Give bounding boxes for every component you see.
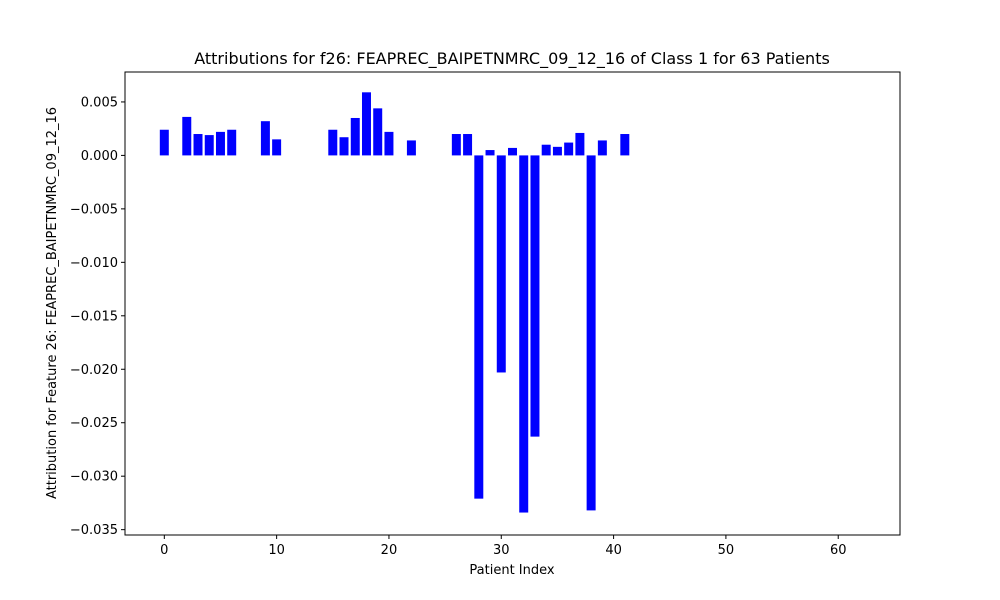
bar-patient-4	[204, 135, 214, 156]
bar-patient-3	[193, 134, 203, 156]
y-tick-label: −0.015	[70, 309, 118, 324]
x-tick-label: 30	[493, 543, 510, 558]
bar-patient-31	[508, 147, 517, 156]
bar-patient-38	[586, 155, 596, 511]
y-tick-label: −0.010	[70, 256, 118, 271]
bar-patient-32	[519, 155, 529, 513]
bar-patient-9	[260, 121, 270, 156]
x-tick-label: 10	[268, 543, 285, 558]
y-tick-label: −0.030	[70, 470, 118, 485]
bar-patient-19	[373, 108, 383, 156]
bar-patient-33	[530, 155, 540, 437]
bar-patient-16	[339, 137, 349, 156]
x-axis: 0 10 20 30 40 50 60	[160, 535, 846, 558]
bar-patient-29	[485, 150, 495, 156]
y-tick-label: −0.005	[70, 202, 118, 217]
bar-patient-39	[597, 140, 607, 156]
bar-patient-27	[463, 134, 473, 156]
bar-patient-36	[564, 142, 574, 156]
y-tick-label: −0.020	[70, 363, 118, 378]
bar-patient-28	[474, 155, 484, 499]
bar-patient-26	[451, 134, 461, 156]
y-tick-label: −0.025	[70, 416, 118, 431]
x-axis-label: Patient Index	[469, 563, 554, 578]
plot-frame	[124, 71, 901, 536]
bar-patient-41	[620, 134, 630, 156]
x-tick-label: 0	[160, 543, 168, 558]
bar-patient-6	[227, 129, 237, 156]
bar-patient-2	[182, 116, 192, 156]
bar-patient-5	[215, 131, 225, 156]
y-tick-label: −0.035	[70, 523, 118, 538]
x-tick-label: 50	[718, 543, 735, 558]
y-tick-label: 0.005	[81, 95, 118, 110]
bar-patient-15	[328, 129, 338, 156]
bars-group	[159, 92, 630, 513]
y-axis: 0.005 0.000 −0.005 −0.010 −0.015 −0.020 −0.025…	[70, 95, 125, 538]
bar-patient-20	[384, 131, 394, 156]
bar-patient-22	[406, 140, 416, 156]
x-tick-label: 40	[605, 543, 622, 558]
bar-patient-17	[350, 117, 360, 156]
x-tick-label: 60	[830, 543, 847, 558]
y-axis-label: Attribution for Feature 26: FEAPREC_BAIP…	[45, 107, 60, 499]
bar-patient-30	[496, 155, 506, 373]
y-tick-label: 0.000	[81, 149, 118, 164]
bar-patient-10	[272, 139, 282, 156]
x-tick-label: 20	[381, 543, 398, 558]
bar-patient-34	[541, 144, 551, 156]
bar-patient-18	[361, 92, 371, 156]
bar-patient-35	[552, 146, 562, 156]
bar-patient-0	[159, 129, 169, 156]
bar-patient-37	[575, 132, 585, 156]
chart-title: Attributions for f26: FEAPREC_BAIPETNMRC…	[194, 49, 830, 69]
